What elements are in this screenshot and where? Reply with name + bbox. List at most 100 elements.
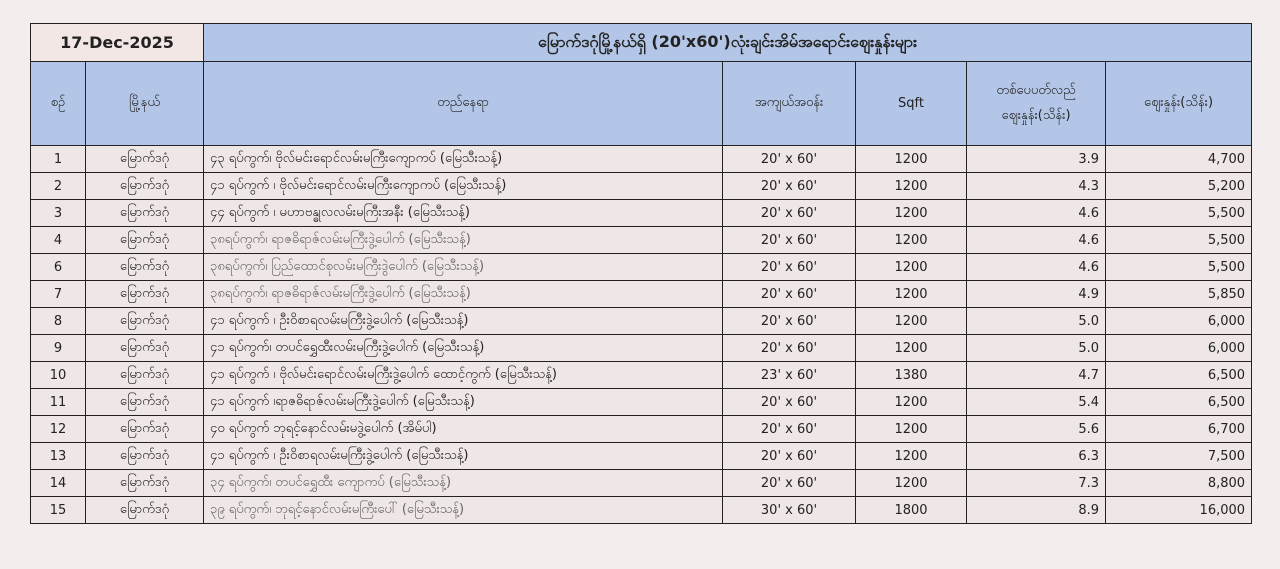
cell-size: 20' x 60' [722,334,857,362]
cell-per-sqft: 3.9 [966,145,1107,173]
cell-per-sqft: 5.4 [966,388,1107,416]
cell-no: 2 [30,172,86,200]
cell-price: 5,500 [1105,199,1253,227]
cell-no: 9 [30,334,86,362]
cell-township: မြောက်ဒဂုံ [84,280,205,308]
cell-location: ၄၁ ရပ်ကွက် ၊ ဗိုလ်မင်းရောင်လမ်းမကြီးဒွဲ့… [203,361,724,389]
cell-no: 13 [30,442,86,470]
table-title: မြောက်ဒဂုံမြို့နယ်ရှိ (20'x60')လုံးချင်း… [203,23,1253,62]
cell-township: မြောက်ဒဂုံ [84,145,205,173]
cell-per-sqft: 4.9 [966,280,1107,308]
cell-township: မြောက်ဒဂုံ [84,226,205,254]
cell-price: 6,700 [1105,415,1253,443]
cell-size: 20' x 60' [722,307,857,335]
cell-location: ၃၈ရပ်ကွက်၊ ရာဇဓိရာဇ်လမ်းမကြီးဒွဲ့ပေါက် (… [203,226,724,254]
cell-per-sqft: 6.3 [966,442,1107,470]
cell-per-sqft: 5.6 [966,415,1107,443]
cell-per-sqft: 7.3 [966,469,1107,497]
cell-price: 4,700 [1105,145,1253,173]
cell-size: 20' x 60' [722,172,857,200]
table-row: 3 မြောက်ဒဂုံ ၄၄ ရပ်ကွက် ၊ မဟာဗန္ဓုလလမ်းမကြ… [30,199,1253,227]
cell-no: 6 [30,253,86,281]
cell-size: 20' x 60' [722,145,857,173]
header-no: စဉ် [30,61,86,146]
cell-per-sqft: 5.0 [966,307,1107,335]
cell-price: 6,000 [1105,307,1253,335]
header-sqft: Sqft [855,61,968,146]
cell-location: ၄၃ ရပ်ကွက်၊ ဗိုလ်မင်းရောင်လမ်းမကြီးကျောက… [203,145,724,173]
cell-location: ၃၈ရပ်ကွက်၊ ရာဇဓိရာဇ်လမ်းမကြီးဒွဲ့ပေါက် (… [203,280,724,308]
cell-sqft: 1200 [855,172,968,200]
cell-sqft: 1200 [855,280,968,308]
cell-location: ၄၄ ရပ်ကွက် ၊ မဟာဗန္ဓုလလမ်းမကြီးအနီး (မြေ… [203,199,724,227]
cell-location: ၄၁ ရပ်ကွက် ၊ ဗိုလ်မင်းရောင်လမ်းမကြီးကျော… [203,172,724,200]
header-per-sqft-line1: တစ်ပေပတ်လည် [996,82,1076,98]
cell-sqft: 1200 [855,415,968,443]
header-per-sqft-line2: ဈေးနှုန်း(သိန်း) [1001,107,1071,123]
cell-per-sqft: 4.6 [966,253,1107,281]
header-size: အကျယ်အဝန်း [722,61,857,146]
cell-size: 20' x 60' [722,415,857,443]
cell-township: မြောက်ဒဂုံ [84,496,205,524]
cell-no: 7 [30,280,86,308]
cell-no: 3 [30,199,86,227]
table-row: 13 မြောက်ဒဂုံ ၄၁ ရပ်ကွက် ၊ ဦးဝိစာရလမ်းမကြီ… [30,442,1253,470]
cell-price: 6,500 [1105,361,1253,389]
table-row: 12 မြောက်ဒဂုံ ၄၀ ရပ်ကွက် ဘုရင့်နောင်လမ်းမဒ… [30,415,1253,443]
cell-no: 10 [30,361,86,389]
cell-size: 20' x 60' [722,280,857,308]
cell-township: မြောက်ဒဂုံ [84,172,205,200]
cell-price: 7,500 [1105,442,1253,470]
cell-location: ၄၁ ရပ်ကွက် ၊ရာဇဓိရာဇ်လမ်းမကြီးဒွဲ့ပေါက် … [203,388,724,416]
cell-sqft: 1200 [855,388,968,416]
table-row: 11 မြောက်ဒဂုံ ၄၁ ရပ်ကွက် ၊ရာဇဓိရာဇ်လမ်းမကြ… [30,388,1253,416]
cell-location: ၄၁ ရပ်ကွက်၊ တပင်ရွှေထီးလမ်းမကြီးဒွဲ့ပေါက… [203,334,724,362]
table-row: 9 မြောက်ဒဂုံ ၄၁ ရပ်ကွက်၊ တပင်ရွှေထီးလမ်းမက… [30,334,1253,362]
cell-size: 23' x 60' [722,361,857,389]
cell-no: 11 [30,388,86,416]
cell-sqft: 1200 [855,307,968,335]
cell-no: 12 [30,415,86,443]
cell-township: မြောက်ဒဂုံ [84,334,205,362]
cell-location: ၄၀ ရပ်ကွက် ဘုရင့်နောင်လမ်းမဒွဲ့ပေါက် (အိ… [203,415,724,443]
cell-sqft: 1200 [855,442,968,470]
header-location: တည်နေရာ [203,61,724,146]
cell-sqft: 1380 [855,361,968,389]
cell-per-sqft: 5.0 [966,334,1107,362]
cell-no: 4 [30,226,86,254]
cell-size: 20' x 60' [722,388,857,416]
cell-sqft: 1200 [855,469,968,497]
table-row: 2 မြောက်ဒဂုံ ၄၁ ရပ်ကွက် ၊ ဗိုလ်မင်းရောင်လမ… [30,172,1253,200]
cell-township: မြောက်ဒဂုံ [84,199,205,227]
table-row: 1 မြောက်ဒဂုံ ၄၃ ရပ်ကွက်၊ ဗိုလ်မင်းရောင်လမ်… [30,145,1253,173]
cell-per-sqft: 4.7 [966,361,1107,389]
price-table: 17-Dec-2025 မြောက်ဒဂုံမြို့နယ်ရှိ (20'x6… [29,23,1253,524]
cell-size: 20' x 60' [722,199,857,227]
cell-price: 6,000 [1105,334,1253,362]
cell-township: မြောက်ဒဂုံ [84,253,205,281]
cell-location: ၃၄ ရပ်ကွက်၊ တပင်ရွှေထီး ကျောကပ် (မြေသီးသ… [203,469,724,497]
table-row: 7 မြောက်ဒဂုံ ၃၈ရပ်ကွက်၊ ရာဇဓိရာဇ်လမ်းမကြီး… [30,280,1253,308]
cell-size: 30' x 60' [722,496,857,524]
cell-township: မြောက်ဒဂုံ [84,442,205,470]
header-township: မြို့နယ် [84,61,205,146]
cell-no: 8 [30,307,86,335]
cell-size: 20' x 60' [722,442,857,470]
cell-sqft: 1200 [855,145,968,173]
cell-per-sqft: 4.6 [966,226,1107,254]
cell-location: ၃၈ရပ်ကွက်၊ ပြည်ထောင်စုလမ်းမကြီးဒွဲပေါက် … [203,253,724,281]
table-row: 8 မြောက်ဒဂုံ ၄၁ ရပ်ကွက် ၊ ဦးဝိစာရလမ်းမကြီး… [30,307,1253,335]
cell-location: ၄၁ ရပ်ကွက် ၊ ဦးဝိစာရလမ်းမကြီးဒွဲ့ပေါက် (… [203,307,724,335]
cell-township: မြောက်ဒဂုံ [84,307,205,335]
cell-sqft: 1200 [855,226,968,254]
cell-price: 8,800 [1105,469,1253,497]
header-per-sqft: တစ်ပေပတ်လည်ဈေးနှုန်း(သိန်း) [966,61,1107,146]
cell-price: 5,200 [1105,172,1253,200]
table-row: 4 မြောက်ဒဂုံ ၃၈ရပ်ကွက်၊ ရာဇဓိရာဇ်လမ်းမကြီး… [30,226,1253,254]
cell-size: 20' x 60' [722,226,857,254]
table-row: 6 မြောက်ဒဂုံ ၃၈ရပ်ကွက်၊ ပြည်ထောင်စုလမ်းမကြ… [30,253,1253,281]
table-row: 10 မြောက်ဒဂုံ ၄၁ ရပ်ကွက် ၊ ဗိုလ်မင်းရောင်လ… [30,361,1253,389]
cell-township: မြောက်ဒဂုံ [84,361,205,389]
cell-location: ၃၉ ရပ်ကွက်၊ ဘုရင့်နောင်လမ်းမကြီးပေါ် (မြ… [203,496,724,524]
cell-sqft: 1200 [855,253,968,281]
